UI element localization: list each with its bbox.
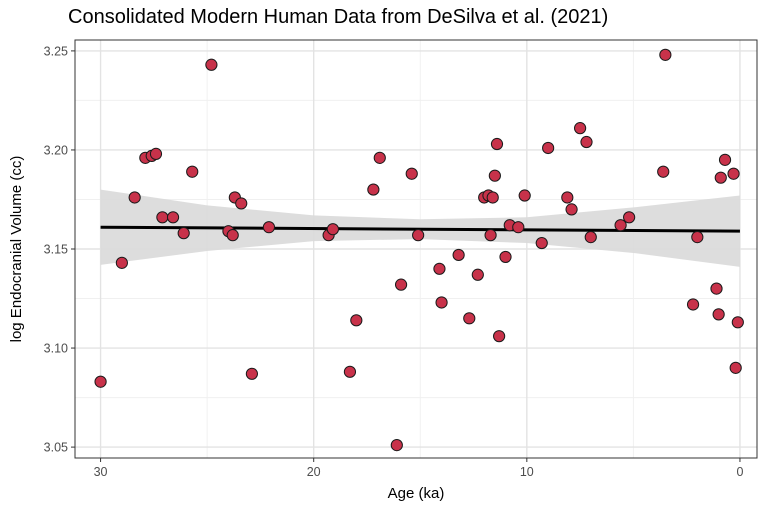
data-point xyxy=(484,229,497,242)
data-point xyxy=(394,278,408,291)
data-point xyxy=(574,122,587,135)
data-point xyxy=(729,361,742,374)
data-point xyxy=(326,223,339,236)
data-point xyxy=(542,141,555,155)
x-axis-ticks: 30 20 10 0 xyxy=(94,458,743,479)
data-point xyxy=(614,219,627,232)
data-point xyxy=(488,169,501,182)
data-point xyxy=(499,250,512,264)
data-point xyxy=(659,48,672,61)
data-point xyxy=(186,165,199,178)
data-point xyxy=(205,58,218,71)
x-tick-label: 0 xyxy=(736,465,743,479)
data-point xyxy=(714,171,727,184)
data-point xyxy=(535,236,548,250)
data-point xyxy=(94,375,107,388)
data-point xyxy=(565,203,578,216)
data-point xyxy=(580,135,593,149)
data-point xyxy=(390,439,403,452)
data-point xyxy=(343,365,357,378)
data-point xyxy=(452,248,465,262)
x-axis-label: Age (ka) xyxy=(388,485,445,502)
data-point xyxy=(373,151,386,164)
y-tick-label: 3.20 xyxy=(44,143,68,157)
data-point xyxy=(686,298,700,311)
data-point xyxy=(226,229,239,242)
y-tick-label: 3.05 xyxy=(44,441,68,455)
x-tick-label: 10 xyxy=(520,465,534,479)
trend-line-group xyxy=(100,225,740,233)
data-point xyxy=(657,165,670,178)
data-point xyxy=(115,256,128,269)
x-tick-label: 20 xyxy=(307,465,321,479)
data-point xyxy=(712,308,725,321)
data-point xyxy=(727,167,740,180)
data-point xyxy=(512,221,525,234)
chart-title: Consolidated Modern Human Data from DeSi… xyxy=(68,6,608,28)
data-point xyxy=(367,183,380,196)
data-point xyxy=(490,137,504,151)
data-point xyxy=(493,330,506,343)
y-axis-ticks: 3.05 3.10 3.15 3.20 3.25 xyxy=(44,44,75,455)
data-point xyxy=(486,191,499,204)
data-point xyxy=(691,231,704,244)
data-point xyxy=(262,221,276,234)
data-point xyxy=(561,191,574,204)
regression-line xyxy=(100,225,740,233)
data-point xyxy=(584,231,597,244)
data-point xyxy=(471,268,484,281)
data-point xyxy=(245,367,258,380)
data-point xyxy=(166,211,180,224)
data-point xyxy=(718,153,732,166)
data-point xyxy=(623,211,636,224)
data-point xyxy=(463,312,476,325)
data-point xyxy=(433,262,446,275)
data-point xyxy=(405,167,418,180)
y-axis-label: log Endocranial Volume (cc) xyxy=(8,156,25,343)
y-tick-label: 3.25 xyxy=(44,44,68,58)
data-point xyxy=(156,211,169,224)
data-point xyxy=(177,227,190,240)
data-points xyxy=(94,48,744,452)
y-tick-label: 3.10 xyxy=(44,342,68,356)
data-point xyxy=(350,314,363,327)
data-point xyxy=(518,189,531,202)
data-point xyxy=(710,282,723,295)
data-point xyxy=(235,197,248,210)
x-tick-label: 30 xyxy=(94,465,108,479)
data-point xyxy=(128,191,141,204)
y-tick-label: 3.15 xyxy=(44,243,68,257)
data-point xyxy=(435,296,448,309)
data-point xyxy=(149,147,163,161)
data-point xyxy=(731,316,744,329)
data-point xyxy=(412,229,425,242)
